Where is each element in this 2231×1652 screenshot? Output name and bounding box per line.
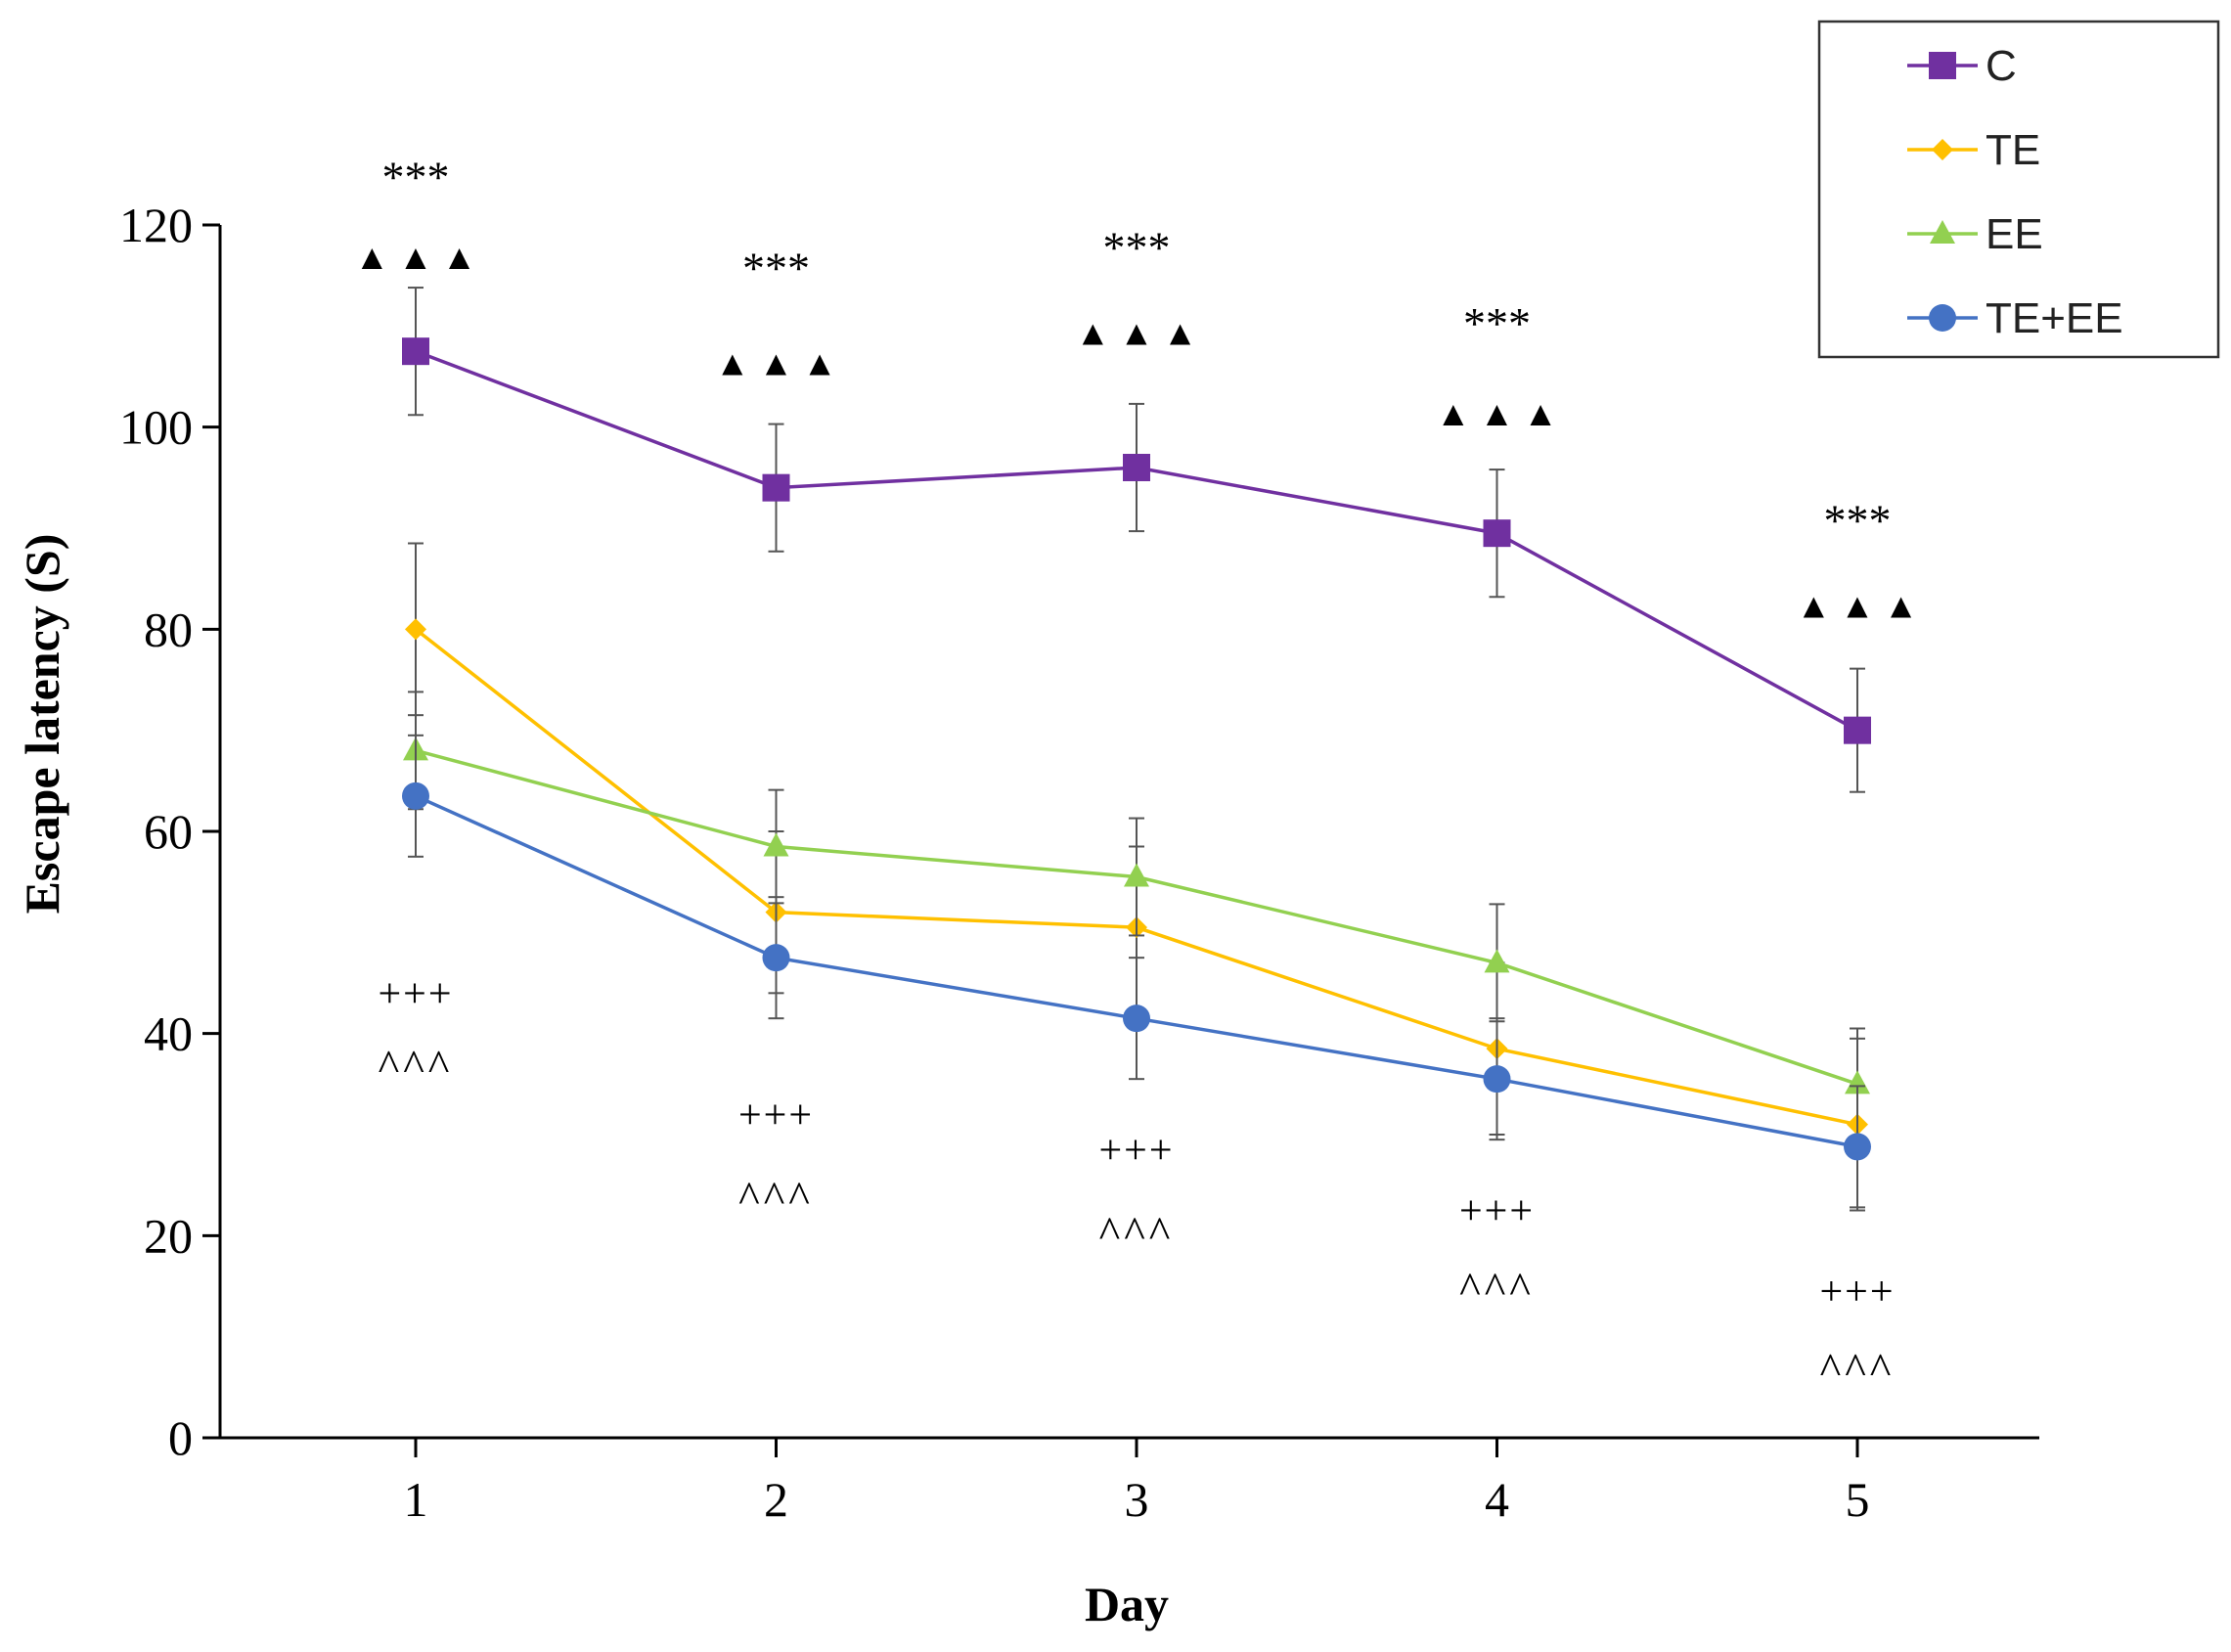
data-point-diamond	[1932, 139, 1953, 160]
x-tick-label: 5	[1846, 1472, 1870, 1527]
data-point-circle	[1483, 1065, 1511, 1094]
legend-item-te: TE	[1907, 126, 2040, 174]
significance-stars: ***	[1103, 223, 1171, 273]
significance-caret: ^^^	[1820, 1344, 1896, 1394]
y-tick-label: 120	[119, 198, 193, 252]
x-axis-label: Day	[1085, 1577, 1169, 1631]
data-point-circle	[1929, 304, 1956, 332]
data-point-square	[1844, 716, 1871, 744]
y-tick-label: 0	[168, 1410, 193, 1465]
data-point-triangle	[1484, 949, 1510, 973]
legend-label: C	[1986, 42, 2017, 90]
data-point-triangle	[1124, 863, 1149, 887]
significance-triangles: ▲ ▲ ▲	[1797, 587, 1919, 626]
annotation-layer: *** ▲ ▲ ▲ +++ ^^^ *** ▲ ▲ ▲ +++ ^^^ *** ▲ ▲ ▲ +++ ^…	[355, 152, 1919, 1393]
y-axis-label: Escape latency (S)	[15, 534, 69, 915]
legend: C TE EE TE+EE	[1817, 20, 2220, 359]
series-layer	[402, 287, 1871, 1212]
significance-stars: ***	[742, 243, 810, 292]
data-point-triangle	[1845, 1070, 1870, 1094]
axes: 0 20 40 60 80 100 120 1 2 3 4 5	[119, 198, 2039, 1527]
y-tick-label: 40	[144, 1006, 193, 1061]
legend-item-c: C	[1907, 42, 2017, 90]
y-tick-label: 60	[144, 804, 193, 859]
significance-stars: ***	[382, 152, 450, 201]
data-point-circle	[402, 781, 429, 810]
legend-label: TE	[1986, 126, 2040, 174]
legend-item-te-ee: TE+EE	[1907, 294, 2123, 342]
data-point-circle	[762, 944, 790, 972]
significance-stars: ***	[1824, 496, 1892, 546]
significance-plus: +++	[1819, 1270, 1895, 1315]
significance-triangles: ▲ ▲ ▲	[1436, 394, 1558, 433]
data-point-triangle	[1930, 220, 1955, 244]
data-point-circle	[1123, 1005, 1150, 1033]
y-tick-label: 80	[144, 602, 193, 656]
significance-caret: ^^^	[1459, 1263, 1535, 1313]
significance-plus: +++	[378, 971, 453, 1016]
significance-caret: ^^^	[738, 1172, 814, 1222]
series-te-ee	[402, 734, 1871, 1209]
significance-plus: +++	[1459, 1189, 1535, 1234]
legend-box	[1817, 20, 2220, 359]
x-tick-label: 4	[1485, 1472, 1509, 1527]
x-tick-label: 3	[1125, 1472, 1149, 1527]
series-ee	[403, 691, 1870, 1141]
significance-plus: +++	[1098, 1129, 1174, 1174]
significance-caret: ^^^	[1099, 1207, 1175, 1257]
x-tick-label: 2	[764, 1472, 788, 1527]
significance-triangles: ▲ ▲ ▲	[1076, 314, 1198, 353]
significance-caret: ^^^	[379, 1041, 454, 1091]
data-point-square	[1123, 454, 1150, 481]
data-point-square	[1929, 52, 1956, 79]
significance-triangles: ▲ ▲ ▲	[715, 344, 837, 383]
data-point-triangle	[763, 832, 789, 857]
data-point-diamond	[405, 618, 426, 641]
data-point-square	[1483, 519, 1511, 548]
significance-triangles: ▲ ▲ ▲	[355, 238, 477, 277]
y-tick-label: 100	[119, 400, 193, 455]
series-c	[402, 287, 1871, 793]
x-tick-label: 1	[404, 1472, 428, 1527]
legend-label: TE+EE	[1986, 294, 2123, 342]
data-point-square	[762, 473, 790, 502]
data-point-square	[402, 337, 429, 366]
data-point-circle	[1844, 1133, 1871, 1161]
significance-plus: +++	[738, 1093, 814, 1138]
y-tick-label: 20	[144, 1208, 193, 1263]
significance-stars: ***	[1463, 298, 1531, 348]
legend-label: EE	[1986, 210, 2043, 258]
legend-item-ee: EE	[1907, 210, 2043, 258]
